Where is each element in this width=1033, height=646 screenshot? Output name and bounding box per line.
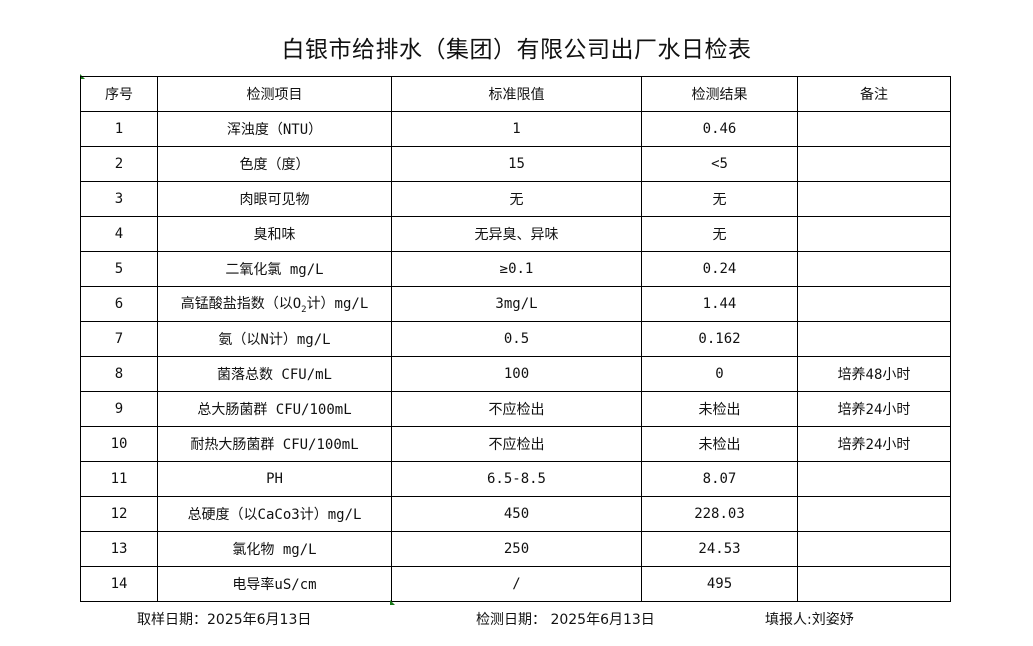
cell-limit: 1 <box>391 111 642 147</box>
sampling-date: 取样日期：2025年6月13日 <box>137 612 312 628</box>
cell-note <box>797 146 951 182</box>
cell-limit: 无异臭、异味 <box>391 216 642 252</box>
cell-no: 4 <box>80 216 158 252</box>
cell-no: 8 <box>80 356 158 392</box>
cell-note <box>797 286 951 322</box>
cell-no: 6 <box>80 286 158 322</box>
cell-no: 13 <box>80 531 158 567</box>
cell-item: 总硬度（以CaCo3计）mg/L <box>157 496 392 532</box>
cell-note: 培养24小时 <box>797 426 951 462</box>
cell-limit: 不应检出 <box>391 426 642 462</box>
cell-limit: 6.5-8.5 <box>391 461 642 497</box>
cell-limit: 100 <box>391 356 642 392</box>
page-title: 白银市给排水（集团）有限公司出厂水日检表 <box>281 37 752 63</box>
cell-result: <5 <box>641 146 798 182</box>
cell-result: 228.03 <box>641 496 798 532</box>
cell-no: 7 <box>80 321 158 357</box>
cell-item: PH <box>157 461 392 497</box>
cell-limit: 3mg/L <box>391 286 642 322</box>
table-row: 2 色度（度） 15 <5 <box>80 146 951 182</box>
table-row: 13 氯化物 mg/L 250 24.53 <box>80 531 951 567</box>
cell-result: 无 <box>641 216 798 252</box>
cell-result: 8.07 <box>641 461 798 497</box>
cell-note <box>797 531 951 567</box>
table-row: 1 浑浊度（NTU） 1 0.46 <box>80 111 951 147</box>
item-subscript: 2 <box>301 304 307 315</box>
cell-limit: 250 <box>391 531 642 567</box>
header-row: 序号 检测项目 标准限值 检测结果 备注 <box>80 76 951 112</box>
cell-result: 未检出 <box>641 391 798 427</box>
cell-note <box>797 216 951 252</box>
cell-item: 耐热大肠菌群 CFU/100mL <box>157 426 392 462</box>
cell-result: 495 <box>641 566 798 602</box>
cell-item: 高锰酸盐指数（以O2计）mg/L <box>157 286 392 322</box>
cell-note <box>797 566 951 602</box>
cell-result: 无 <box>641 181 798 217</box>
cell-limit: 不应检出 <box>391 391 642 427</box>
test-date: 检测日期： 2025年6月13日 <box>476 612 655 628</box>
cell-item: 氨（以N计）mg/L <box>157 321 392 357</box>
item-text: 高锰酸盐指数（以O <box>180 296 302 313</box>
table-row: 10 耐热大肠菌群 CFU/100mL 不应检出 未检出 培养24小时 <box>80 426 951 462</box>
cell-note <box>797 461 951 497</box>
cell-no: 1 <box>80 111 158 147</box>
header-item: 检测项目 <box>157 76 392 112</box>
cell-result: 未检出 <box>641 426 798 462</box>
cell-no: 14 <box>80 566 158 602</box>
inspection-table: 序号 检测项目 标准限值 检测结果 备注 1 浑浊度（NTU） 1 0.46 2 色度（度… <box>80 76 951 602</box>
cell-item: 二氧化氯 mg/L <box>157 251 392 287</box>
cell-result: 24.53 <box>641 531 798 567</box>
cell-note <box>797 111 951 147</box>
cell-limit: 0.5 <box>391 321 642 357</box>
table-row: 8 菌落总数 CFU/mL 100 0 培养48小时 <box>80 356 951 392</box>
cell-limit: / <box>391 566 642 602</box>
table-row: 7 氨（以N计）mg/L 0.5 0.162 <box>80 321 951 357</box>
cell-result: 0.46 <box>641 111 798 147</box>
cell-note <box>797 181 951 217</box>
cell-limit: 450 <box>391 496 642 532</box>
cell-limit: ≥0.1 <box>391 251 642 287</box>
cell-limit: 无 <box>391 181 642 217</box>
header-result: 检测结果 <box>641 76 798 112</box>
cell-result: 0.24 <box>641 251 798 287</box>
cell-note <box>797 321 951 357</box>
cell-item: 浑浊度（NTU） <box>157 111 392 147</box>
item-suffix: 计）mg/L <box>306 296 369 313</box>
table-row: 3 肉眼可见物无无 <box>80 181 951 217</box>
table-row: 5 二氧化氯 mg/L ≥0.1 0.24 <box>80 251 951 287</box>
cell-note <box>797 251 951 287</box>
cell-item: 臭和味 <box>157 216 392 252</box>
cell-item: 菌落总数 CFU/mL <box>157 356 392 392</box>
cell-note: 培养24小时 <box>797 391 951 427</box>
header-note: 备注 <box>797 76 951 112</box>
cell-item: 色度（度） <box>157 146 392 182</box>
table-row: 4 臭和味 无异臭、异味无 <box>80 216 951 252</box>
cell-note: 培养48小时 <box>797 356 951 392</box>
cell-item: 电导率uS/cm <box>157 566 392 602</box>
cell-result: 0.162 <box>641 321 798 357</box>
cell-limit: 15 <box>391 146 642 182</box>
table-row: 12 总硬度（以CaCo3计）mg/L 450 228.03 <box>80 496 951 532</box>
table-row: 14 电导率uS/cm/495 <box>80 566 951 602</box>
cell-result: 1.44 <box>641 286 798 322</box>
cell-result: 0 <box>641 356 798 392</box>
reporter: 填报人:刘姿妤 <box>765 612 854 628</box>
cell-item: 总大肠菌群 CFU/100mL <box>157 391 392 427</box>
cell-no: 5 <box>80 251 158 287</box>
cell-item: 氯化物 mg/L <box>157 531 392 567</box>
cell-item: 肉眼可见物 <box>157 181 392 217</box>
table-row: 11 PH 6.5-8.5 8.07 <box>80 461 951 497</box>
cell-no: 2 <box>80 146 158 182</box>
cell-no: 10 <box>80 426 158 462</box>
cell-note <box>797 496 951 532</box>
cell-no: 12 <box>80 496 158 532</box>
header-limit: 标准限值 <box>391 76 642 112</box>
table-row: 9 总大肠菌群 CFU/100mL 不应检出 未检出 培养24小时 <box>80 391 951 427</box>
cell-no: 3 <box>80 181 158 217</box>
cell-marker <box>390 600 395 605</box>
header-no: 序号 <box>80 76 158 112</box>
table-row: 6 高锰酸盐指数（以O2计）mg/L 3mg/L 1.44 <box>80 286 951 322</box>
cell-no: 9 <box>80 391 158 427</box>
cell-no: 11 <box>80 461 158 497</box>
